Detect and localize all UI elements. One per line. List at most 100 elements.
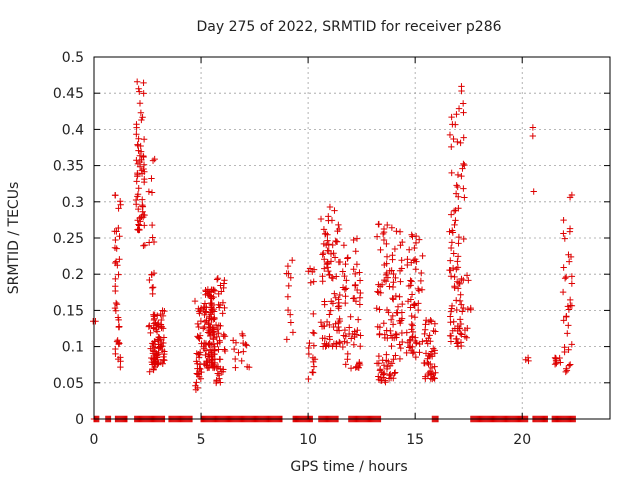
data-point <box>348 335 355 342</box>
data-point <box>383 240 390 248</box>
data-point <box>155 349 162 356</box>
data-point <box>321 265 328 272</box>
data-points <box>89 78 579 423</box>
data-point <box>393 228 400 235</box>
data-point <box>426 352 433 360</box>
data-point <box>373 305 380 312</box>
data-point <box>459 100 467 107</box>
data-point <box>210 334 217 342</box>
data-point <box>403 349 410 357</box>
data-point <box>451 221 458 229</box>
data-point <box>117 363 124 371</box>
data-point <box>221 277 228 284</box>
data-point <box>135 85 142 92</box>
data-point <box>454 253 462 260</box>
data-point <box>452 297 460 304</box>
data-point <box>386 362 394 369</box>
data-point <box>391 245 399 253</box>
data-point <box>217 322 224 330</box>
data-point <box>213 364 220 372</box>
data-point <box>340 242 348 249</box>
data-point <box>562 273 570 281</box>
data-point <box>287 319 295 326</box>
data-point <box>391 369 399 376</box>
data-point <box>331 254 339 261</box>
data-point <box>458 87 465 95</box>
data-point <box>133 78 141 85</box>
data-point <box>141 241 149 249</box>
data-point <box>453 335 460 343</box>
x-tick-label: 15 <box>406 432 424 448</box>
data-point <box>113 245 120 252</box>
data-point <box>335 258 343 266</box>
data-point <box>195 323 202 331</box>
data-point <box>347 365 355 372</box>
data-point <box>389 312 396 320</box>
data-point <box>430 374 437 382</box>
data-point <box>353 286 361 294</box>
data-point <box>427 368 434 375</box>
data-point <box>356 301 364 308</box>
data-point <box>321 335 329 342</box>
data-point <box>232 339 240 346</box>
data-point <box>568 280 576 287</box>
data-point <box>566 194 574 201</box>
data-point <box>320 226 328 233</box>
data-point <box>327 307 334 314</box>
data-point <box>211 347 218 354</box>
data-point <box>356 294 364 302</box>
data-point <box>455 233 463 241</box>
data-point <box>220 331 227 338</box>
data-point <box>399 300 406 308</box>
data-point <box>427 360 434 368</box>
data-point <box>385 309 392 316</box>
data-point <box>553 360 560 367</box>
data-point <box>562 368 569 376</box>
data-point <box>408 291 416 298</box>
data-point <box>157 335 164 343</box>
y-tick-label: 0.35 <box>53 159 84 175</box>
data-point <box>452 190 460 197</box>
data-point <box>335 327 343 334</box>
data-point <box>287 311 294 318</box>
data-point <box>431 320 439 327</box>
data-point <box>140 161 148 168</box>
data-point <box>141 175 148 183</box>
data-point <box>564 330 571 337</box>
data-point <box>405 344 413 351</box>
data-point <box>566 225 574 232</box>
data-point <box>386 283 393 290</box>
data-point <box>149 290 156 298</box>
data-point <box>191 297 199 305</box>
data-point <box>216 301 224 309</box>
data-point <box>232 355 239 363</box>
data-point <box>416 349 423 356</box>
data-point <box>383 260 390 267</box>
data-point <box>112 236 119 244</box>
data-point <box>137 148 145 155</box>
data-point <box>409 322 416 329</box>
data-point <box>383 269 390 277</box>
data-point <box>200 304 207 311</box>
data-point <box>390 279 397 286</box>
data-point <box>157 358 165 366</box>
data-point <box>157 321 165 328</box>
data-point <box>205 329 213 337</box>
data-point <box>353 235 361 242</box>
data-point <box>201 323 208 331</box>
data-point <box>565 322 572 329</box>
y-tick-label: 0 <box>75 412 84 428</box>
gridlines <box>94 57 610 419</box>
data-point <box>201 360 208 368</box>
data-point <box>408 259 415 266</box>
data-point <box>430 327 437 335</box>
data-point <box>450 207 458 215</box>
data-point <box>374 323 381 330</box>
data-point <box>341 272 348 280</box>
data-point <box>328 298 335 305</box>
data-point <box>431 347 438 354</box>
data-point <box>448 239 456 246</box>
data-point <box>388 267 395 274</box>
data-point <box>133 121 140 128</box>
data-point <box>321 301 328 308</box>
